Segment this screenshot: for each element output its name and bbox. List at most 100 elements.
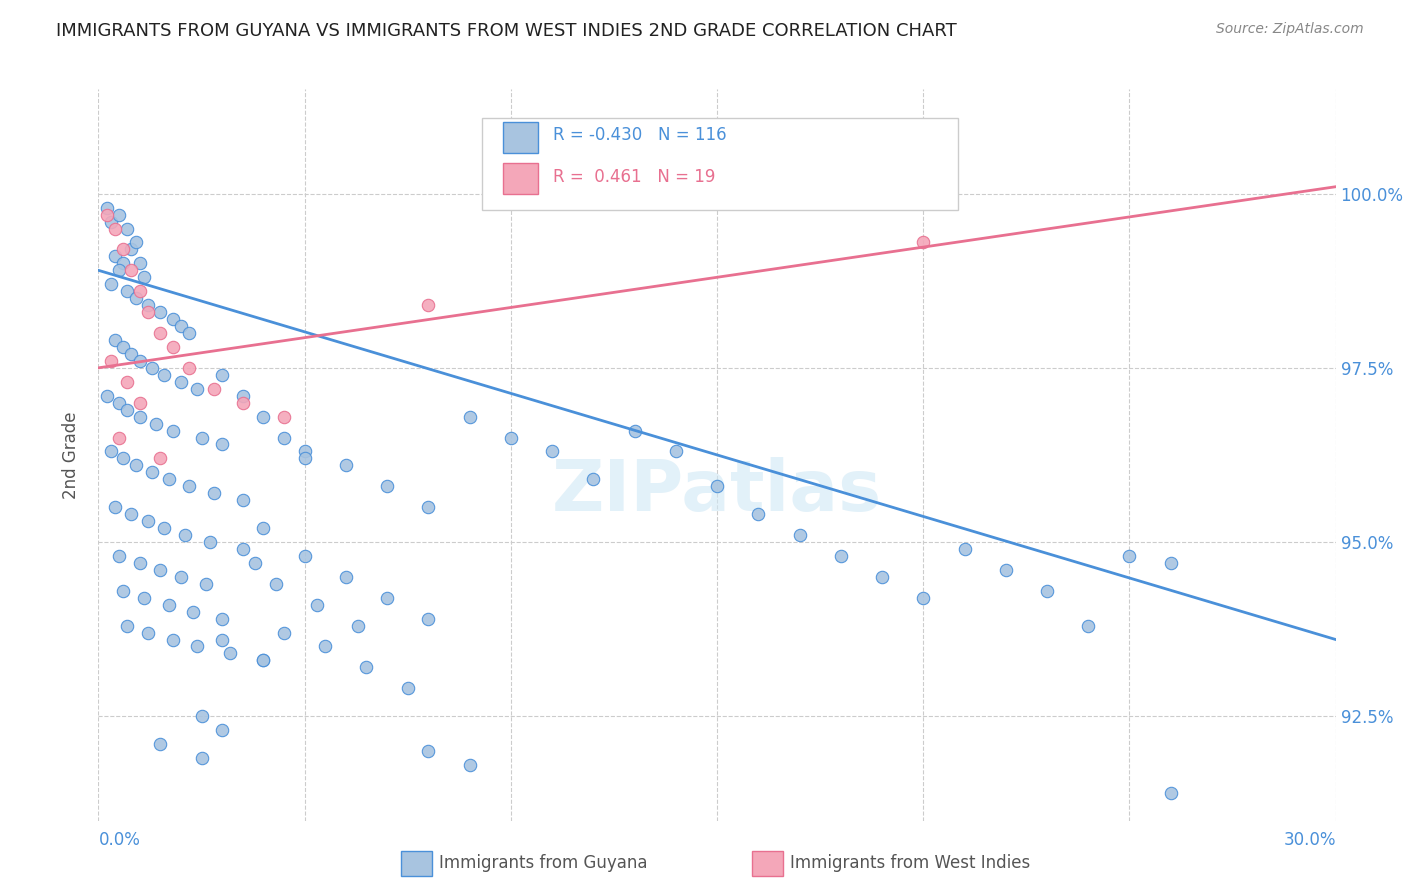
Point (541, 444, 564, 458)
Point (219, 647, 242, 661)
Point (458, 409, 481, 424)
Point (108, 263, 131, 277)
Text: Source: ZipAtlas.com: Source: ZipAtlas.com (1216, 22, 1364, 37)
Point (335, 570, 357, 584)
Point (202, 382, 225, 396)
Point (912, 235, 935, 250)
Point (170, 375, 193, 389)
Point (96, 208, 118, 222)
Point (100, 214, 122, 228)
Point (789, 528, 811, 542)
Point (186, 382, 208, 396)
Point (141, 360, 163, 375)
Point (418, 298, 440, 312)
Point (162, 312, 184, 326)
Point (211, 612, 233, 626)
Point (149, 563, 172, 577)
Point (1118, 549, 1140, 563)
FancyBboxPatch shape (503, 163, 537, 194)
Point (418, 612, 440, 626)
Text: R = -0.430   N = 116: R = -0.430 N = 116 (553, 127, 725, 145)
Point (912, 591, 935, 605)
Point (128, 409, 150, 424)
Point (211, 437, 233, 451)
Point (157, 472, 180, 486)
Point (202, 486, 225, 500)
Point (870, 570, 893, 584)
Point (273, 625, 295, 640)
FancyBboxPatch shape (482, 119, 959, 210)
Point (170, 319, 193, 334)
Point (108, 395, 131, 409)
Point (104, 333, 127, 347)
Point (174, 528, 197, 542)
Point (132, 591, 155, 605)
Point (252, 653, 274, 667)
Point (211, 723, 233, 737)
Point (706, 479, 728, 493)
Point (232, 493, 254, 508)
Point (179, 326, 201, 340)
Point (136, 514, 159, 528)
Point (1160, 556, 1182, 570)
Point (458, 758, 481, 772)
Point (211, 632, 233, 647)
Point (273, 430, 295, 444)
Point (314, 640, 336, 654)
Point (994, 563, 1017, 577)
Point (375, 591, 398, 605)
Point (252, 653, 274, 667)
FancyBboxPatch shape (503, 122, 537, 153)
Point (120, 263, 142, 277)
Point (499, 430, 522, 444)
Point (418, 744, 440, 758)
Point (149, 737, 172, 751)
Text: 0.0%: 0.0% (98, 831, 141, 849)
Point (747, 507, 769, 521)
Text: Immigrants from Guyana: Immigrants from Guyana (439, 855, 647, 872)
Point (179, 360, 201, 375)
Point (243, 556, 266, 570)
Point (117, 221, 139, 235)
Point (162, 632, 184, 647)
Point (153, 368, 176, 382)
Point (418, 500, 440, 515)
Point (252, 409, 274, 424)
Point (108, 549, 131, 563)
Text: Immigrants from West Indies: Immigrants from West Indies (790, 855, 1031, 872)
Point (149, 451, 172, 466)
Point (128, 395, 150, 409)
Point (132, 270, 155, 285)
Point (623, 424, 645, 438)
Point (153, 521, 176, 535)
Point (112, 340, 135, 354)
Point (104, 500, 127, 515)
Point (162, 424, 184, 438)
Point (305, 598, 328, 612)
Point (141, 466, 163, 480)
Point (356, 660, 378, 674)
Point (181, 605, 204, 619)
Point (264, 576, 287, 591)
Point (117, 618, 139, 632)
Point (294, 444, 316, 458)
Point (96, 389, 118, 403)
Point (149, 326, 172, 340)
Point (665, 444, 688, 458)
Point (145, 417, 167, 431)
Point (232, 389, 254, 403)
Point (211, 368, 233, 382)
Text: ZIPatlas: ZIPatlas (553, 457, 882, 526)
Point (273, 409, 295, 424)
Point (124, 235, 146, 250)
Point (136, 298, 159, 312)
Point (128, 256, 150, 270)
Point (194, 576, 217, 591)
Point (104, 221, 127, 235)
Point (232, 395, 254, 409)
Point (347, 618, 370, 632)
Point (294, 549, 316, 563)
Point (582, 472, 605, 486)
Point (112, 451, 135, 466)
Point (124, 458, 146, 473)
